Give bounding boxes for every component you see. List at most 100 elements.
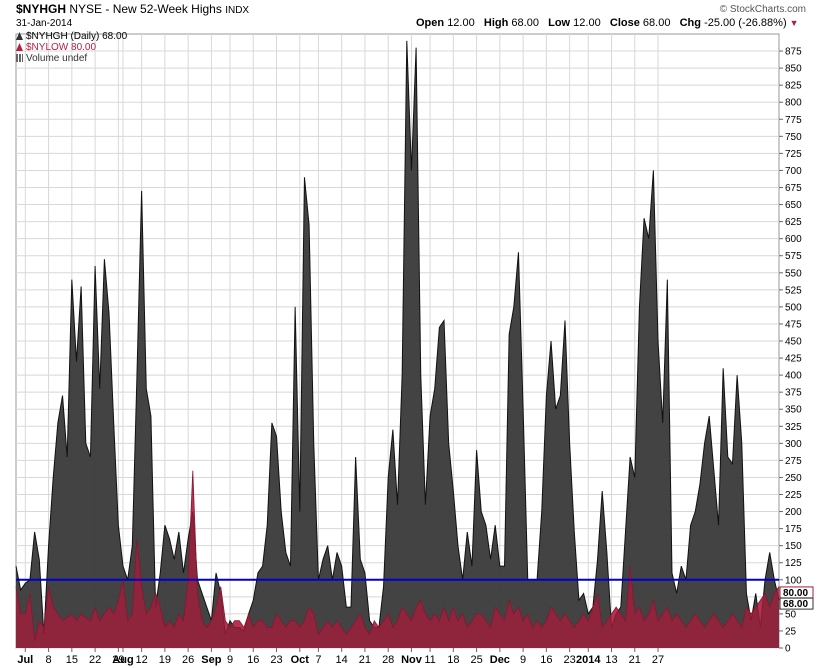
y-tick-label: 475 xyxy=(785,319,802,330)
y-tick-label: 100 xyxy=(785,575,802,586)
x-tick-label: Oct xyxy=(291,654,310,666)
high-label: High xyxy=(483,17,509,29)
chg-value: -25.00 (-26.88%) xyxy=(704,17,787,29)
x-tick-label: 27 xyxy=(652,654,664,666)
x-tick-label: 14 xyxy=(336,654,348,666)
highs-line xyxy=(15,40,780,635)
series-areas xyxy=(15,40,780,648)
open-value: 12.00 xyxy=(447,17,475,29)
legend-lows: $NYLOW 80.00 xyxy=(16,42,96,53)
x-tick-label: 9 xyxy=(227,654,233,666)
x-tick-label: Aug xyxy=(112,654,133,666)
x-tick-label: 23 xyxy=(270,654,282,666)
x-tick-label: 8 xyxy=(46,654,52,666)
y-tick-label: 225 xyxy=(785,490,802,501)
x-tick-label: 28 xyxy=(382,654,394,666)
y-tick-label: 275 xyxy=(785,456,802,467)
y-tick-label: 450 xyxy=(785,337,802,348)
price-tag-label: 68.00 xyxy=(783,599,808,610)
credit: © StockCharts.com xyxy=(719,4,806,15)
index-type: INDX xyxy=(225,5,250,16)
y-tick-label: 775 xyxy=(785,115,802,126)
area-swatch-icon xyxy=(16,32,23,40)
legend-highs: $NYHGH (Daily) 68.00 xyxy=(16,31,127,42)
highs-area xyxy=(16,40,779,648)
x-tick-label: 21 xyxy=(629,654,641,666)
chart-title: $NYHGH NYSE - New 52-Week Highs INDX xyxy=(16,2,249,16)
y-tick-label: 175 xyxy=(785,524,802,535)
chg-label: Chg xyxy=(679,17,701,29)
down-arrow-icon: ▼ xyxy=(789,18,799,28)
area-swatch-icon xyxy=(16,43,23,51)
x-tick-label: 21 xyxy=(359,654,371,666)
ohlc-bar: Open 12.00 High 68.00 Low 12.00 Close 68… xyxy=(416,17,799,29)
y-tick-label: 675 xyxy=(785,183,802,194)
y-tick-label: 125 xyxy=(785,558,802,569)
x-tick-label: 29 xyxy=(112,654,124,666)
y-tick-label: 300 xyxy=(785,439,802,450)
lows-line xyxy=(15,470,780,642)
y-tick-label: 375 xyxy=(785,388,802,399)
chart-date: 31-Jan-2014 xyxy=(16,18,73,29)
y-tick-label: 400 xyxy=(785,371,802,382)
volume-bars-icon xyxy=(16,54,23,62)
open-label: Open xyxy=(416,17,445,29)
y-tick-label: 650 xyxy=(785,200,802,211)
x-tick-label: 23 xyxy=(564,654,576,666)
x-tick-label: 12 xyxy=(135,654,147,666)
legend-highs-label: $NYHGH (Daily) 68.00 xyxy=(26,31,128,42)
x-tick-label: 11 xyxy=(424,654,435,666)
x-tick-label: 15 xyxy=(66,654,78,666)
y-tick-label: 600 xyxy=(785,234,802,245)
x-tick-label: Sep xyxy=(201,654,221,666)
y-tick-label: 325 xyxy=(785,422,802,433)
y-tick-label: 250 xyxy=(785,473,802,484)
lows-overlay-area xyxy=(16,470,779,648)
y-tick-label: 50 xyxy=(785,609,797,620)
x-tick-label: 25 xyxy=(470,654,482,666)
x-tick-label: 16 xyxy=(540,654,552,666)
x-tick-label: 22 xyxy=(89,654,101,666)
y-axis: 0255075100125150175200225250275300325350… xyxy=(779,47,802,655)
y-tick-label: 0 xyxy=(785,644,791,655)
y-tick-label: 700 xyxy=(785,166,802,177)
x-tick-label: 18 xyxy=(447,654,459,666)
legend-lows-label: $NYLOW 80.00 xyxy=(26,42,97,53)
y-tick-label: 825 xyxy=(785,81,802,92)
legend-volume-label: Volume undef xyxy=(26,53,88,64)
y-tick-label: 850 xyxy=(785,64,802,75)
y-tick-label: 875 xyxy=(785,47,802,58)
y-tick-label: 500 xyxy=(785,302,802,313)
y-tick-label: 150 xyxy=(785,541,802,552)
y-tick-label: 550 xyxy=(785,268,802,279)
x-tick-label: Nov xyxy=(401,654,423,666)
x-tick-label: 26 xyxy=(182,654,194,666)
x-tick-label: 16 xyxy=(247,654,259,666)
x-tick-label: 9 xyxy=(520,654,526,666)
close-label: Close xyxy=(609,17,640,29)
y-tick-label: 800 xyxy=(785,98,802,109)
x-tick-label: Dec xyxy=(490,654,510,666)
y-tick-label: 575 xyxy=(785,251,802,262)
x-tick-label: 2014 xyxy=(576,654,601,666)
y-tick-label: 750 xyxy=(785,132,802,143)
y-tick-label: 525 xyxy=(785,285,802,296)
x-tick-label: 7 xyxy=(315,654,321,666)
y-tick-label: 425 xyxy=(785,354,802,365)
y-tick-label: 350 xyxy=(785,405,802,416)
y-tick-label: 725 xyxy=(785,149,802,160)
price-tag-box xyxy=(779,597,814,610)
price-tag-label: 80.00 xyxy=(783,588,808,599)
legend-volume: Volume undef xyxy=(16,53,87,64)
x-tick-label: Jul xyxy=(17,654,33,666)
x-tick-label: 13 xyxy=(605,654,617,666)
low-value: 12.00 xyxy=(573,17,601,29)
description: NYSE - New 52-Week Highs xyxy=(69,2,222,16)
x-tick-label: 19 xyxy=(159,654,171,666)
y-tick-label: 625 xyxy=(785,217,802,228)
low-label: Low xyxy=(548,17,571,29)
symbol: $NYHGH xyxy=(16,2,67,16)
